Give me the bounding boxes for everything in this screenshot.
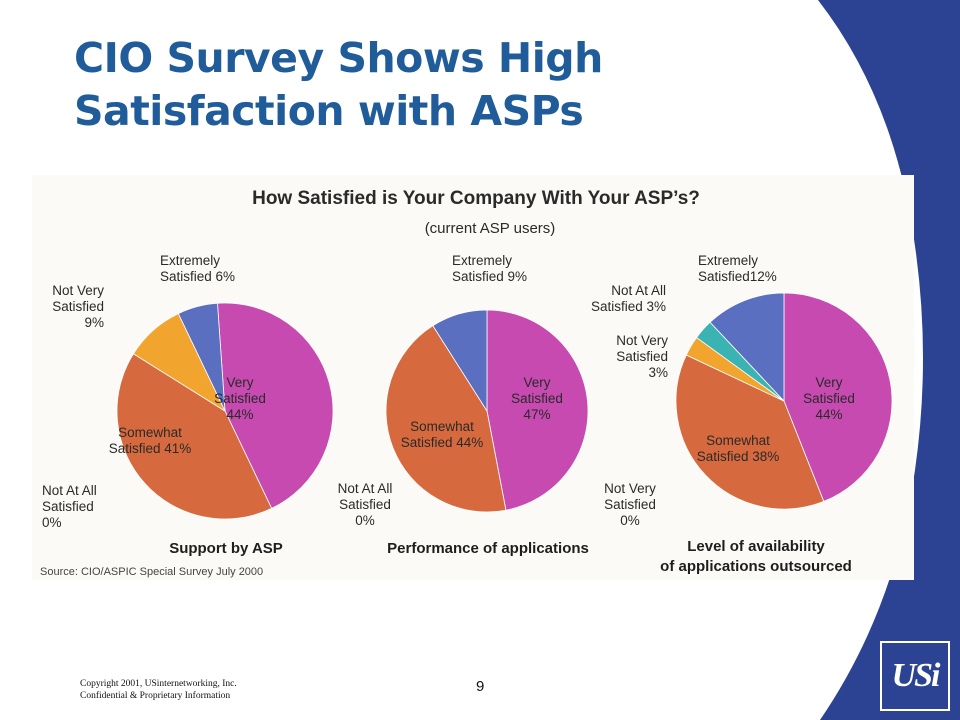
copyright-text: Copyright 2001, USinternetworking, Inc. — [80, 679, 237, 689]
pie-label-line: Satisfied — [52, 299, 104, 314]
pie-label-line: Satisfied 41% — [109, 441, 192, 456]
pie-label-line: Extremely — [160, 253, 220, 268]
pie-label-line: Satisfied — [604, 497, 656, 512]
footer-copyright: Copyright 2001, USinternetworking, Inc. … — [80, 678, 237, 702]
slide-title-line-1: CIO Survey Shows High — [74, 34, 603, 82]
pie-label-line: 0% — [42, 515, 62, 530]
survey-figure: How Satisfied is Your Company With Your … — [32, 175, 914, 580]
pie-slice-extremely-satisfied — [432, 309, 488, 413]
pie-slice-extremely-satisfied — [709, 292, 785, 403]
pie-label: Not Very Satisfied 0% — [604, 481, 656, 528]
figure-subtitle: (current ASP users) — [425, 220, 556, 237]
pie-chart-3: Very Satisfied 44%Somewhat Satisfied 38%Not… — [591, 253, 893, 575]
pie-label: Very Satisfied 44% — [214, 375, 266, 422]
pie-label-line: 3% — [648, 365, 668, 380]
pie-label: Somewhat Satisfied 41% — [109, 425, 192, 456]
slide-title-line-2: Satisfaction with ASPs — [74, 87, 584, 135]
pie-label-line: Satisfied — [803, 391, 855, 406]
pie-label-line: Not Very — [604, 481, 656, 496]
pie-label-line: 44% — [226, 407, 253, 422]
pie-slice-very-satisfied — [783, 292, 893, 502]
pie-chart-1: Very Satisfied 44%Somewhat Satisfied 41%Not… — [42, 253, 334, 557]
pie-caption: of applications outsourced — [660, 558, 852, 575]
pie-label-line: Not At All — [42, 483, 97, 498]
pie-slice-somewhat-satisfied — [675, 354, 825, 510]
pie-slice-very-satisfied — [217, 302, 334, 509]
pie-label-line: 44% — [815, 407, 842, 422]
pie-label: Not Very Satisfied 3% — [616, 333, 668, 380]
pie-label: Not At All Satisfied 0% — [42, 483, 97, 530]
pie-label-line: Satisfied 38% — [697, 449, 780, 464]
pie-label-line: Somewhat — [706, 433, 770, 448]
pie-label-line: Satisfied12% — [698, 269, 777, 284]
pie-label-line: 0% — [355, 513, 375, 528]
pie-label-line: Extremely — [698, 253, 758, 268]
pie-label-line: Not Very — [616, 333, 668, 348]
slide-title: CIO Survey Shows High Satisfaction with … — [74, 32, 603, 138]
pie-label: Somewhat Satisfied 38% — [697, 433, 780, 464]
pie-label-line: Satisfied — [616, 349, 668, 364]
page-number: 9 — [476, 678, 485, 695]
pie-label-line: Satisfied 9% — [452, 269, 527, 284]
pie-chart-2: Very Satisfied 47%Somewhat Satisfied 44%Ext… — [338, 253, 657, 557]
pie-slice-extremely-satisfied — [177, 302, 226, 412]
pie-label-line: Not At All — [338, 481, 393, 496]
pie-label: Very Satisfied 44% — [803, 375, 855, 422]
pie-label-line: Satisfied — [42, 499, 94, 514]
figure-title: How Satisfied is Your Company With Your … — [252, 188, 700, 209]
usi-logo-text: USi — [891, 657, 941, 694]
pie-label: Not At All Satisfied 0% — [338, 481, 393, 528]
pie-label-line: Satisfied 3% — [591, 299, 666, 314]
pie-caption: Performance of applications — [387, 540, 589, 557]
blue-side-band — [818, 0, 960, 720]
figure-source: Source: CIO/ASPIC Special Survey July 20… — [40, 566, 263, 578]
pie-charts: How Satisfied is Your Company With Your … — [40, 188, 893, 578]
pie-label-line: Very — [815, 375, 842, 390]
pie-label-line: Satisfied 6% — [160, 269, 235, 284]
pie-caption: Support by ASP — [169, 540, 283, 557]
pie-label: Extremely Satisfied12% — [698, 253, 777, 284]
confidential-text: Confidential & Proprietary Information — [80, 691, 231, 701]
pie-label-line: Satisfied — [214, 391, 266, 406]
pie-label: Very Satisfied 47% — [511, 375, 563, 422]
pie-label-line: Satisfied 44% — [401, 435, 484, 450]
pie-label: Extremely Satisfied 9% — [452, 253, 527, 284]
pie-label: Somewhat Satisfied 44% — [401, 419, 484, 450]
pie-slice-somewhat-satisfied — [116, 353, 273, 520]
pie-label: Extremely Satisfied 6% — [160, 253, 235, 284]
pie-label-line: Not At All — [611, 283, 666, 298]
pie-label-line: Very — [226, 375, 253, 390]
pie-label-line: Satisfied — [339, 497, 391, 512]
pie-label-line: Not Very — [52, 283, 104, 298]
pie-label: Not Very Satisfied 9% — [52, 283, 104, 330]
pie-slice-somewhat-satisfied — [385, 325, 507, 513]
pie-caption: Level of availability — [687, 538, 825, 555]
pie-label-line: Somewhat — [410, 419, 474, 434]
pie-label-line: Satisfied — [511, 391, 563, 406]
pie-label: Not At All Satisfied 3% — [591, 283, 666, 314]
pie-label-line: 9% — [84, 315, 104, 330]
pie-label-line: 0% — [620, 513, 640, 528]
usi-logo: USi — [880, 641, 950, 711]
pie-label-line: Somewhat — [118, 425, 182, 440]
pie-label-line: Very — [523, 375, 550, 390]
pie-slice-very-satisfied — [486, 309, 589, 511]
pie-label-line: 47% — [523, 407, 550, 422]
pie-label-line: Extremely — [452, 253, 512, 268]
